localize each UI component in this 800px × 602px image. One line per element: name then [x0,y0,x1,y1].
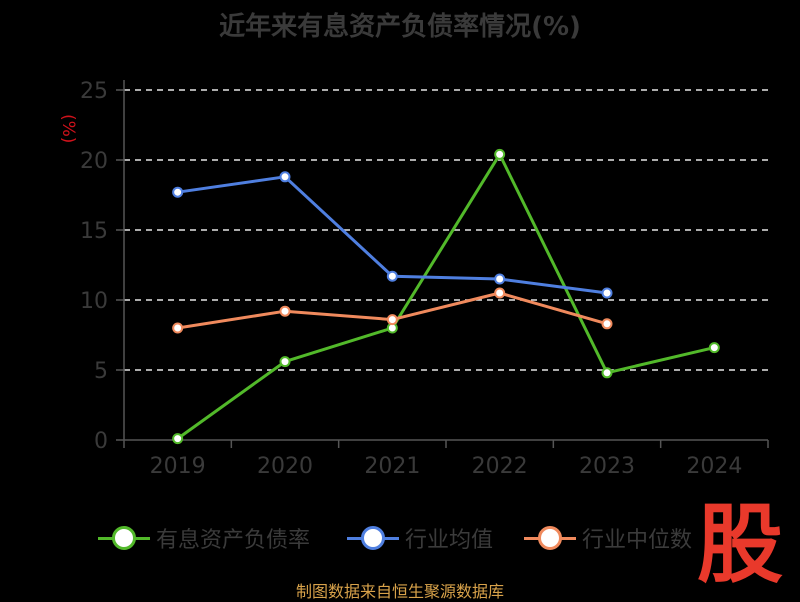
legend-label-industry-median: 行业中位数 [582,528,693,553]
series-2-point [601,318,613,330]
legend-item-industry-mean[interactable]: 行业均值 [347,518,493,558]
y-tick-label: 5 [94,359,108,384]
y-tick-label: 10 [80,289,108,314]
series-line-0 [176,152,715,440]
series-1-point [494,273,506,285]
legend-marker-industry-mean [347,518,399,558]
legend: 有息资产负债率 行业均值 行业中位数 [0,518,800,558]
series-2-point [172,322,184,334]
legend-item-ratio[interactable]: 有息资产负债率 [98,518,310,558]
series-0-point [172,433,184,445]
series-2-point [386,314,398,326]
x-tick-label: 2019 [150,454,206,479]
legend-marker-industry-median [524,518,576,558]
series-2-point [494,287,506,299]
series-1-point [279,171,291,183]
data-source-note: 制图数据来自恒生聚源数据库 [295,582,504,601]
series-0-point [601,367,613,379]
series-1-point [386,270,398,282]
watermark-logo: 股 [697,495,783,595]
legend-label-industry-mean: 行业均值 [405,528,494,553]
line-chart: 0 5 10 15 20 25 2019 2020 2021 2022 2023 2024 [80,79,769,479]
x-tick-label: 2021 [364,454,420,479]
y-tick-label: 15 [80,219,108,244]
series-1-point [601,287,613,299]
legend-marker-ratio [98,518,150,558]
x-tick-label: 2024 [686,454,742,479]
y-tick-label: 0 [94,429,108,454]
x-tick-label: 2022 [472,454,528,479]
series-0-point [279,356,291,368]
series-1-point [172,186,184,198]
y-tick-label: 20 [80,149,108,174]
series-0-point [708,342,720,354]
series-2-point [279,305,291,317]
legend-label-ratio: 有息资产负债率 [156,528,311,553]
x-tick-label: 2020 [257,454,313,479]
legend-item-industry-median[interactable]: 行业中位数 [524,518,692,558]
y-tick-label: 25 [80,79,108,104]
x-tick-label: 2023 [579,454,635,479]
series-0-point [494,148,506,160]
chart-title: 近年来有息资产负债率情况(%) [219,12,581,42]
